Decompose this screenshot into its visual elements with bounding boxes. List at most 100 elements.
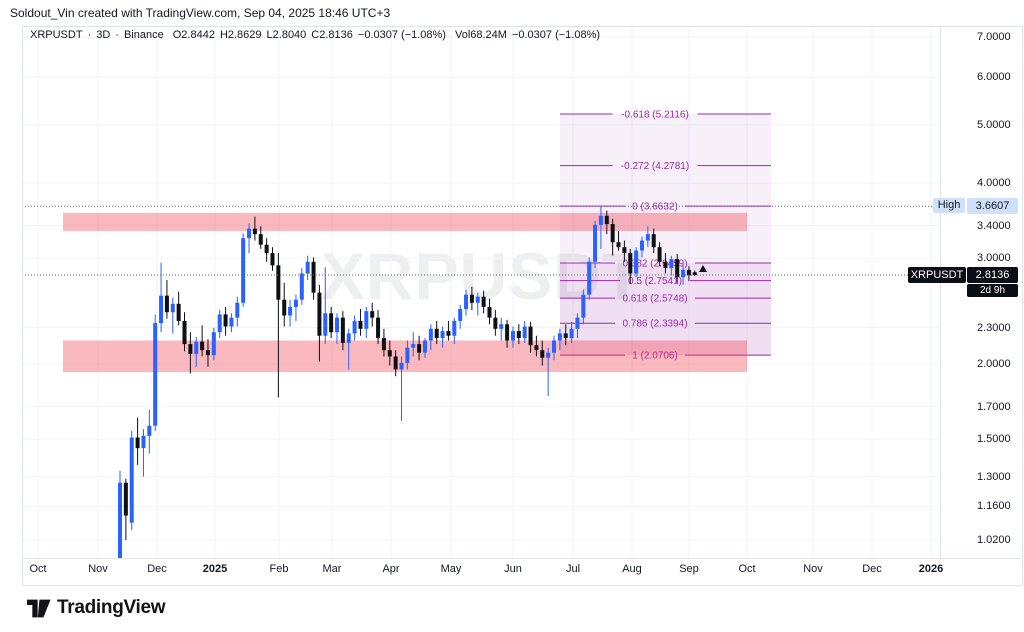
legend-high-value: H2.8629 [219,29,262,41]
candle-body [346,333,351,343]
tradingview-logo[interactable]: TradingView [27,593,166,623]
time-tick-label: Oct [738,563,756,575]
candle-body [604,215,609,225]
candle-body [505,324,510,341]
candle-body [247,228,252,239]
price-tick-label: 1.1600 [977,500,1011,513]
candle-body [452,320,457,336]
candle-body [681,269,686,278]
candle-body [229,317,234,327]
candle-body [153,323,158,426]
attribution-text: Soldout_Vin created with TradingView.com… [10,6,391,20]
candle-body [129,437,134,523]
legend-interval[interactable]: 3D [96,29,111,41]
high-axis-badge: 3.6607 [967,198,1018,215]
time-tick-label: Dec [147,563,167,575]
candle-body [135,437,140,449]
candle-body [340,317,345,343]
candle-body [335,317,340,333]
time-tick-label: Jun [504,563,522,575]
candle-body [252,228,257,235]
candle-body [487,306,492,318]
legend-low-value: L2.8040 [266,29,307,41]
chart-legend[interactable]: XRPUSDT · 3D · Binance O2.8442 H2.8629 L… [30,28,605,42]
candle-body [634,250,639,274]
time-tick-label: 2025 [202,563,228,575]
price-tick-label: 1.5000 [977,433,1011,446]
candle-body [569,328,574,339]
candle-body [510,331,515,341]
candle-body [370,311,375,318]
legend-dot: · [115,29,119,41]
candle-body [645,234,650,241]
fib-band [560,323,771,356]
resistance-zone[interactable] [63,212,747,232]
candle-body [546,352,551,358]
candle-body [317,292,322,336]
price-axis[interactable]: 7.0000 6.0000 5.0000 4.0000 3.4000 3.0000 2.30… [941,26,1023,558]
candle-body [282,299,287,316]
grid-lines [22,26,940,558]
candle-body [575,317,580,329]
candle-body [241,238,246,303]
candle-body [200,341,205,351]
price-tick-label: 6.0000 [977,71,1011,84]
candle-body [364,311,369,329]
candle-body [182,320,187,345]
candle-body [686,269,691,276]
last-price-axis-badge: 2.8136 [967,266,1018,283]
candle-body [376,317,381,339]
candle-body [628,253,633,274]
support-zone[interactable] [63,340,747,373]
price-tick-label: 7.0000 [977,31,1011,43]
candle-body [352,320,357,334]
candle-body [276,265,281,300]
candle-body [522,326,527,339]
time-tick-label: Feb [269,563,289,575]
candle-body [211,332,216,356]
symbol-label-chip: XRPUSDT [908,266,966,283]
bar-countdown-badge: 2d 9h [967,283,1018,297]
price-tick-label: 5.0000 [977,118,1011,131]
candle-body [581,294,586,318]
candle-body [381,338,386,351]
candle-body [147,425,152,436]
candle-body [299,273,304,300]
fib-band [560,280,771,299]
candle-body [422,340,427,353]
candle-body [481,296,486,307]
fib-band [560,114,771,166]
candle-body [464,294,469,310]
candle-body [311,261,316,293]
fib-level-label: 0.5 (2.7541) [628,276,682,287]
tradingview-logo-icon [27,599,51,617]
fib-level-label: 1 (2.0706) [632,351,678,362]
candle-body [411,344,416,348]
candle-body [469,294,474,303]
candlestick-series[interactable] [118,206,697,610]
candle-body [639,240,644,251]
candle-body [499,324,504,329]
candle-body [205,350,210,356]
legend-open-value: O2.8442 [172,29,215,41]
candle-body [258,234,263,245]
attribution-bar: Soldout_Vin created with TradingView.com… [0,0,1024,26]
frame-border-right [1022,26,1023,586]
candle-body [159,295,164,324]
time-axis[interactable]: Oct Nov Dec 2025 Feb Mar Apr May Jun Jul Aug Sep Oct… [22,558,1023,585]
fib-level-label: -0.618 (5.2116) [621,110,689,121]
candle-body [528,326,533,346]
candle-body [264,244,269,254]
time-tick-label: May [440,563,462,575]
candle-body [217,314,222,333]
candle-body [293,299,298,307]
candle-body [434,328,439,339]
candle-body [675,259,680,278]
fib-retracement-drawing[interactable]: -0.618 (5.2116) -0.272 (4.2781) 0 (3.6632)… [560,110,771,362]
time-tick-label: Apr [382,563,400,575]
legend-symbol[interactable]: XRPUSDT [30,29,83,41]
candle-body [593,224,598,262]
price-tick-label: 1.7000 [977,400,1011,413]
time-tick-label: Nov [803,563,823,575]
